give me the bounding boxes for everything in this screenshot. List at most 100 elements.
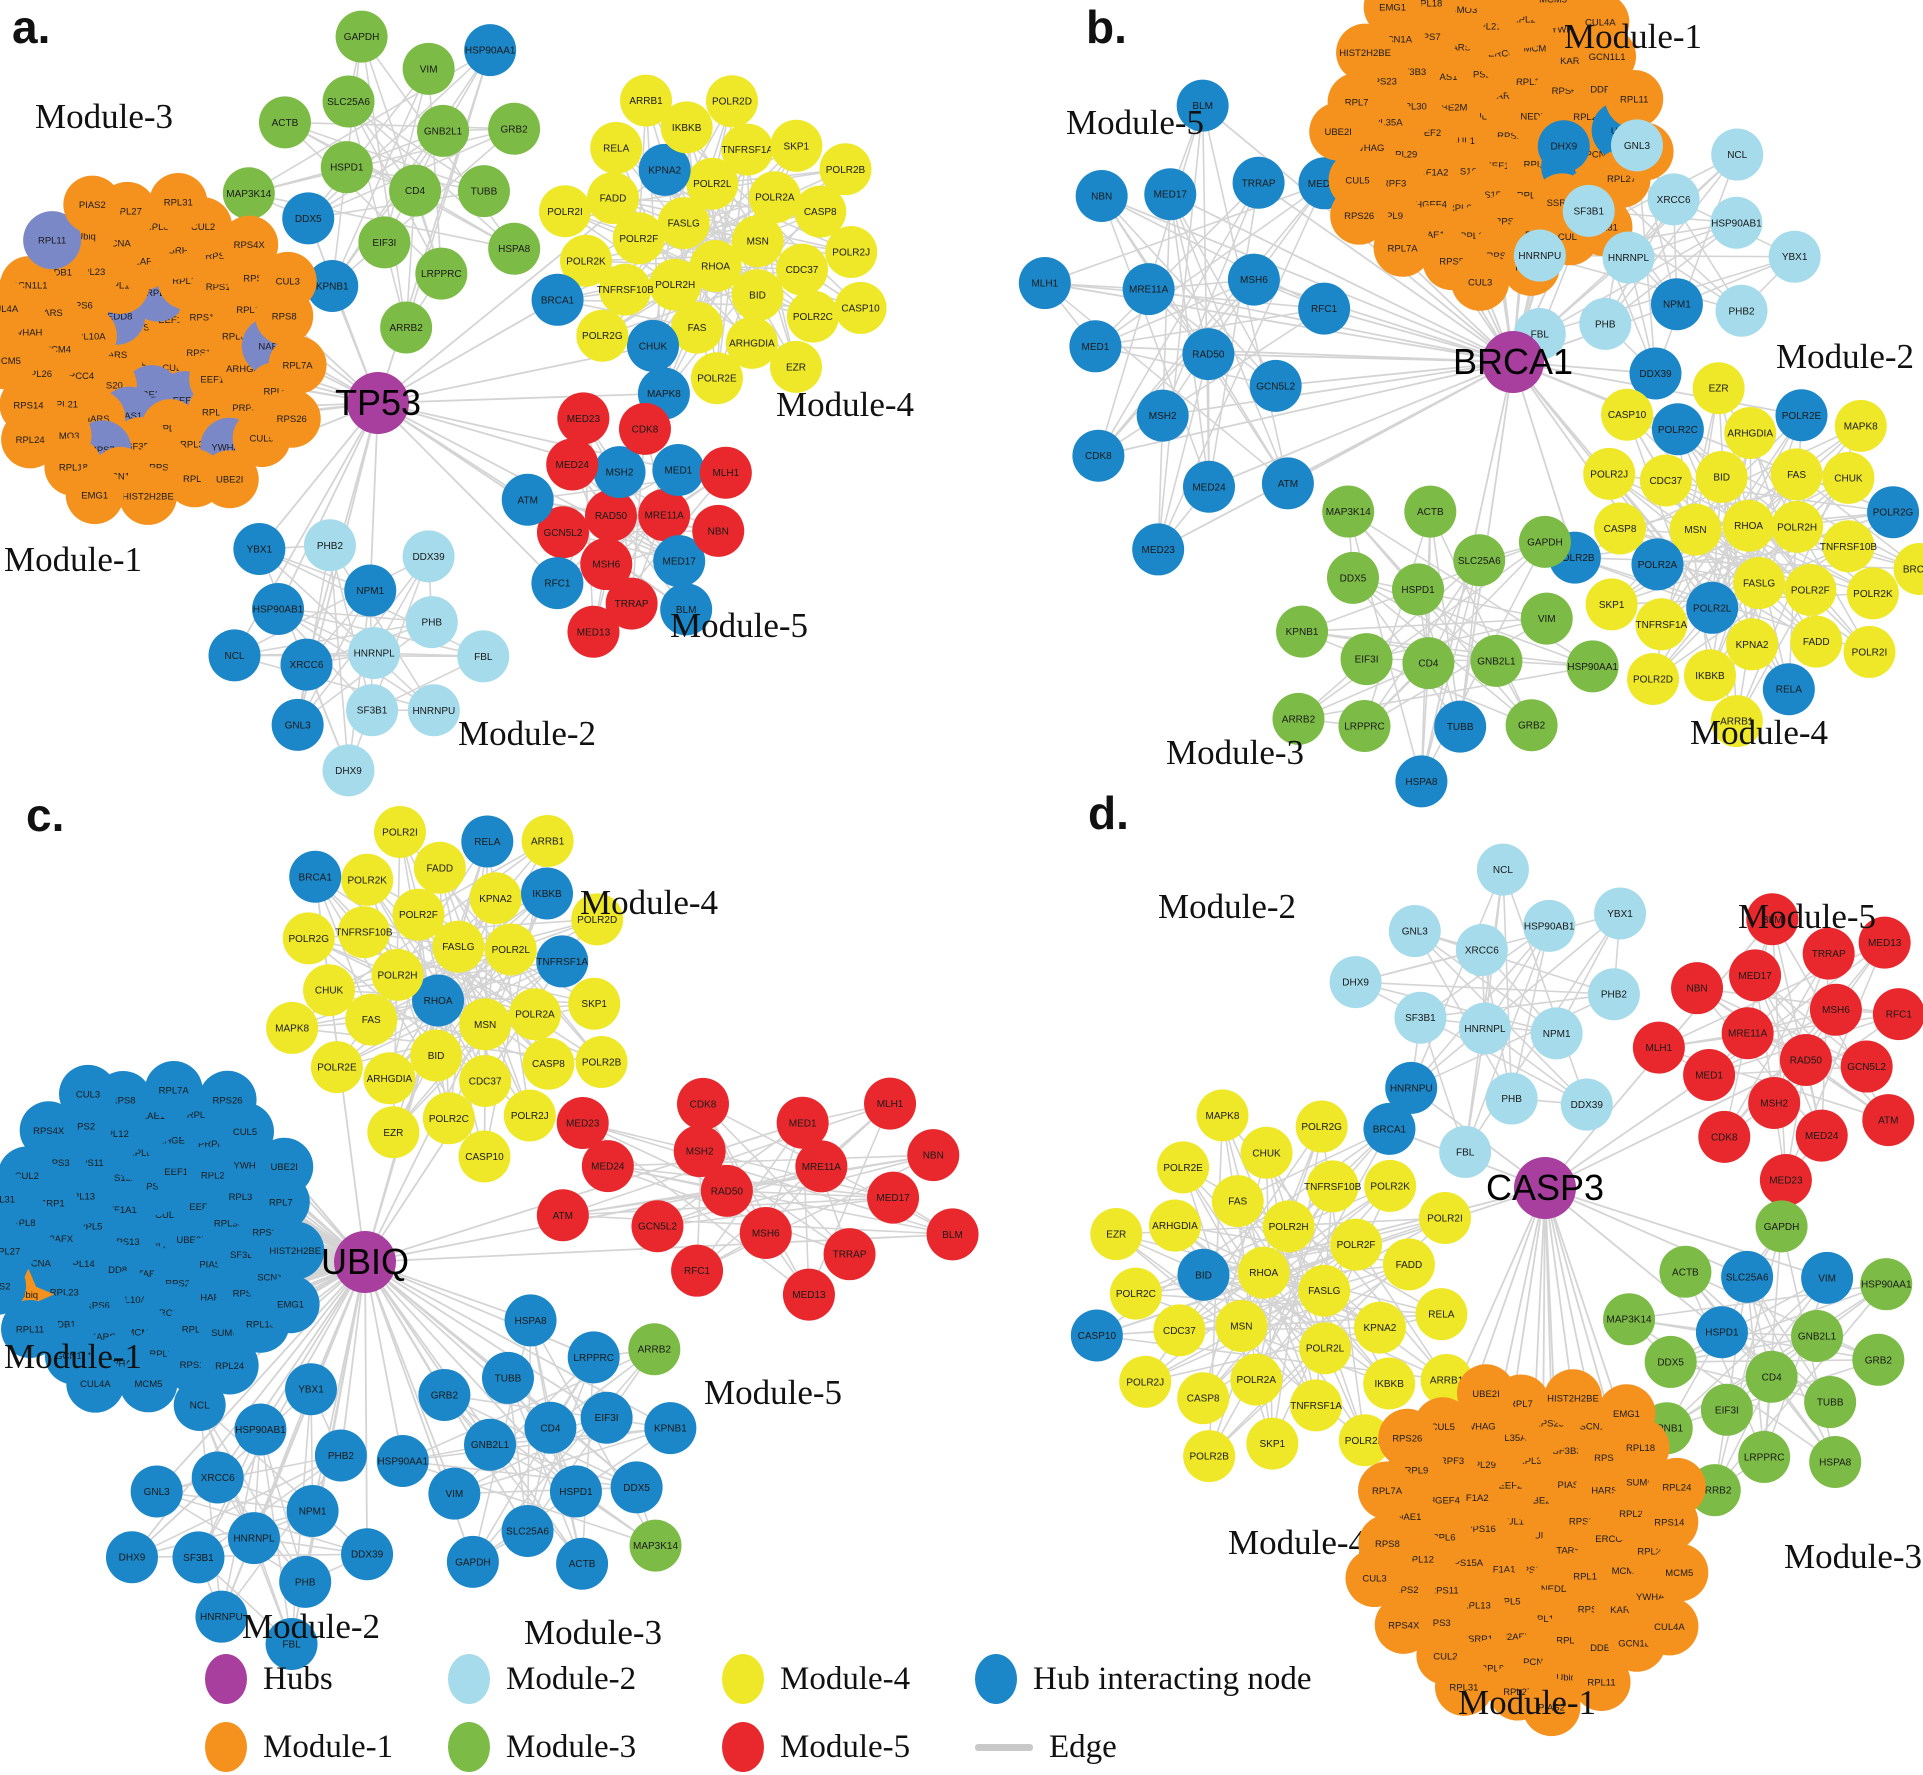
node-UBE2I[interactable] xyxy=(1456,1364,1515,1423)
node-KPNA2[interactable] xyxy=(1353,1301,1406,1354)
node-UBE2I[interactable] xyxy=(255,1137,314,1196)
node-Ubiq[interactable] xyxy=(2,1268,55,1321)
node-ARRB2[interactable] xyxy=(1272,692,1325,745)
node-HSP90AB1[interactable] xyxy=(1710,196,1763,249)
node-GAPDH[interactable] xyxy=(335,10,388,63)
node-HSP90AB1[interactable] xyxy=(234,1403,287,1456)
node-MCM5[interactable] xyxy=(1650,1543,1709,1602)
node-BRCA1[interactable] xyxy=(531,273,584,326)
node-TUBB[interactable] xyxy=(457,165,510,218)
node-RPL11[interactable] xyxy=(1572,1653,1631,1712)
node-HNRNPU[interactable] xyxy=(1385,1061,1438,1114)
node-MED24[interactable] xyxy=(546,438,599,491)
node-XRCC6[interactable] xyxy=(280,638,333,691)
node-MAP3K14[interactable] xyxy=(1322,485,1375,538)
node-MSH6[interactable] xyxy=(739,1206,792,1259)
node-GAPDH[interactable] xyxy=(1518,515,1571,568)
node-RPL7A[interactable] xyxy=(268,335,327,394)
node-POLR2L[interactable] xyxy=(686,157,739,210)
node-POLR2F[interactable] xyxy=(392,888,445,941)
node-FASLG[interactable] xyxy=(657,197,710,250)
node-EZR[interactable] xyxy=(367,1106,420,1159)
node-MED23[interactable] xyxy=(1759,1154,1812,1207)
node-RELA[interactable] xyxy=(1762,663,1815,716)
node-GNL3[interactable] xyxy=(271,698,324,751)
node-TRRAP[interactable] xyxy=(605,577,658,630)
node-SF3B1[interactable] xyxy=(172,1531,225,1584)
node-YBX1[interactable] xyxy=(233,523,286,576)
node-MED24[interactable] xyxy=(1795,1109,1848,1162)
node-FAS[interactable] xyxy=(1770,448,1823,501)
node-POLR2D[interactable] xyxy=(1338,1414,1391,1467)
node-MSN[interactable] xyxy=(459,998,512,1051)
node-NCL[interactable] xyxy=(1476,843,1529,896)
node-FADD[interactable] xyxy=(586,172,639,225)
node-POLR2G[interactable] xyxy=(1867,486,1920,539)
node-SF3B1[interactable] xyxy=(1562,184,1615,237)
node-MAP3K14[interactable] xyxy=(1603,1293,1656,1346)
node-HIST2H2BE[interactable] xyxy=(1336,23,1395,82)
node-PHB[interactable] xyxy=(405,596,458,649)
node-MED13[interactable] xyxy=(782,1268,835,1321)
node-KPNB1[interactable] xyxy=(306,259,359,312)
node-KPNB1[interactable] xyxy=(1276,605,1329,658)
node-KPNA2[interactable] xyxy=(469,872,522,925)
node-MED13[interactable] xyxy=(567,605,620,658)
node-POLR2C[interactable] xyxy=(422,1092,475,1145)
node-RFC1[interactable] xyxy=(1298,282,1351,335)
node-RPL31[interactable] xyxy=(1434,1657,1493,1716)
node-POLR2C[interactable] xyxy=(786,290,839,343)
node-HSPD1[interactable] xyxy=(320,141,373,194)
node-IKBKB[interactable] xyxy=(1683,649,1736,702)
node-RAD50[interactable] xyxy=(1779,1034,1832,1087)
node-SLC25A6[interactable] xyxy=(1721,1250,1774,1303)
node-RPS4X[interactable] xyxy=(1374,1595,1433,1654)
node-POLR2J[interactable] xyxy=(503,1089,556,1142)
node-IKBKB[interactable] xyxy=(660,101,713,154)
node-NCL[interactable] xyxy=(1711,128,1764,181)
node-VIM[interactable] xyxy=(1801,1251,1854,1304)
node-FASLG[interactable] xyxy=(1733,557,1786,610)
node-MLH1[interactable] xyxy=(1632,1021,1685,1074)
node-HNRNPL[interactable] xyxy=(1458,1002,1511,1055)
node-MED23[interactable] xyxy=(557,392,610,445)
node-PHB2[interactable] xyxy=(1715,284,1768,337)
node-GCN5L2[interactable] xyxy=(631,1200,684,1253)
node-POLR2D[interactable] xyxy=(571,893,624,946)
node-DDX5[interactable] xyxy=(1644,1335,1697,1388)
node-POLR2D[interactable] xyxy=(705,75,758,128)
node-VIM[interactable] xyxy=(402,42,455,95)
node-POLR2H[interactable] xyxy=(1262,1200,1315,1253)
node-GCN5L2[interactable] xyxy=(1249,359,1302,412)
node-RHOA[interactable] xyxy=(1237,1246,1290,1299)
node-POLR2H[interactable] xyxy=(1771,500,1824,553)
node-RPL24[interactable] xyxy=(200,1336,259,1395)
node-IKBKB[interactable] xyxy=(521,867,574,920)
node-HSPD1[interactable] xyxy=(1695,1306,1748,1359)
node-XRCC6[interactable] xyxy=(1455,923,1508,976)
node-KPNB1[interactable] xyxy=(644,1402,697,1455)
node-RAD50[interactable] xyxy=(700,1164,753,1217)
node-PHB[interactable] xyxy=(279,1555,332,1608)
node-TNFRSF1A[interactable] xyxy=(536,935,589,988)
node-MED1[interactable] xyxy=(776,1096,829,1149)
node-MRE11A[interactable] xyxy=(638,489,691,542)
node-MSN[interactable] xyxy=(1669,503,1722,556)
node-SKP1[interactable] xyxy=(1585,578,1638,631)
node-ACTB[interactable] xyxy=(1404,485,1457,538)
node-YBX1[interactable] xyxy=(1594,887,1647,940)
node-ARHGDIA[interactable] xyxy=(363,1052,416,1105)
node-RPL7A[interactable] xyxy=(1358,1461,1417,1520)
node-DDX39[interactable] xyxy=(1629,347,1682,400)
node-POLR2C[interactable] xyxy=(1651,403,1704,456)
node-HSPA8[interactable] xyxy=(488,222,541,275)
node-RPL31[interactable] xyxy=(0,1169,30,1228)
node-POLR2G[interactable] xyxy=(282,912,335,965)
node-POLR2K[interactable] xyxy=(1364,1159,1417,1212)
node-RPL31[interactable] xyxy=(149,173,208,232)
node-CD4[interactable] xyxy=(524,1401,577,1454)
node-MRE11A[interactable] xyxy=(1122,263,1175,316)
node-HIST2H2BE[interactable] xyxy=(118,466,177,525)
node-FADD[interactable] xyxy=(1790,615,1843,668)
node-VIM[interactable] xyxy=(1520,592,1573,645)
